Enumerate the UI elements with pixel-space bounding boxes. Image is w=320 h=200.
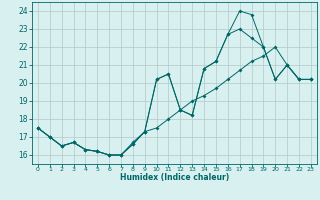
X-axis label: Humidex (Indice chaleur): Humidex (Indice chaleur) bbox=[120, 173, 229, 182]
